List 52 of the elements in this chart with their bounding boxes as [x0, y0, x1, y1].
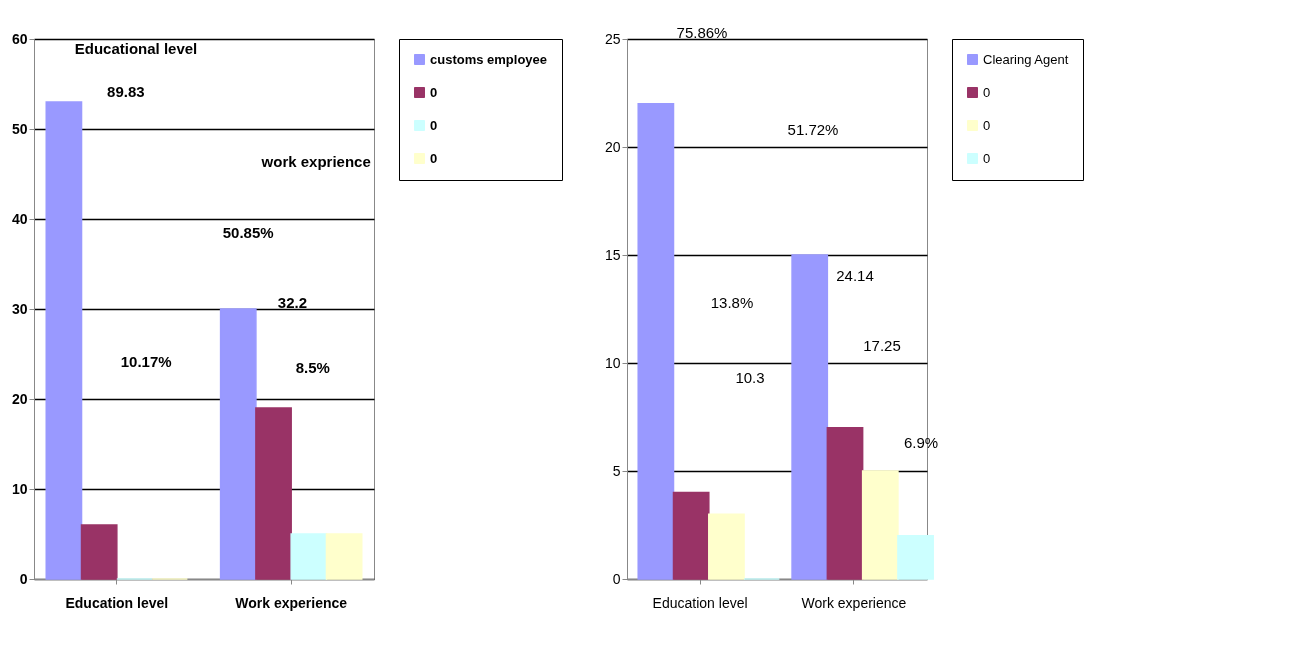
x-tick-label: Work experience	[801, 594, 907, 611]
legend-label: 0	[983, 117, 991, 133]
y-tick-label: 30	[11, 300, 28, 317]
legend-label: 0	[430, 117, 438, 133]
annotation: 75.86%	[676, 23, 728, 41]
annotation: 10.17%	[120, 353, 172, 371]
x-tick-label: Work experience	[235, 594, 348, 611]
y-tick-label: 20	[604, 138, 621, 155]
annotation: 17.25	[863, 337, 901, 354]
legend-label: 0	[430, 84, 438, 100]
annotation: 32.2	[277, 293, 307, 311]
y-tick-label: 60	[11, 30, 28, 47]
legend-label: 0	[983, 150, 991, 166]
legend-label: 0	[430, 150, 438, 166]
bar	[80, 524, 118, 580]
bar	[826, 427, 864, 580]
bar	[290, 533, 328, 580]
annotation: 8.5%	[295, 358, 330, 376]
y-tick-label: 0	[612, 570, 621, 587]
legend-label: 0	[983, 84, 991, 100]
annotation: work exprience	[260, 153, 371, 171]
bar	[255, 407, 292, 580]
y-tick-label: 40	[11, 210, 28, 227]
bar	[791, 254, 829, 580]
y-tick-label: 10	[604, 354, 621, 371]
bar	[708, 513, 745, 580]
y-tick-label: 5	[612, 462, 621, 479]
legend-label: customs employee	[430, 51, 548, 67]
annotation: 13.8%	[710, 293, 754, 311]
y-tick-label: 50	[11, 120, 28, 137]
bar	[219, 308, 257, 580]
annotation: 24.14	[836, 266, 874, 284]
bar	[325, 533, 363, 580]
bar	[45, 101, 83, 580]
legend-label: Clearing Agent	[983, 51, 1069, 67]
annotation: Educational level	[74, 40, 198, 57]
annotation: 89.83	[107, 83, 145, 101]
bar	[861, 470, 899, 580]
y-tick-label: 10	[11, 480, 28, 497]
annotation: 50.85%	[222, 223, 274, 241]
bar	[672, 491, 710, 580]
y-tick-label: 25	[604, 30, 621, 47]
annotation: 6.9%	[903, 434, 939, 452]
x-tick-label: Education level	[65, 594, 169, 611]
bar	[897, 535, 934, 580]
x-tick-label: Education level	[652, 594, 748, 611]
annotation: 10.3	[735, 369, 765, 387]
annotation: 51.72%	[787, 121, 839, 138]
bar	[637, 103, 675, 580]
y-tick-label: 15	[604, 246, 621, 263]
y-tick-label: 0	[19, 570, 28, 587]
y-tick-label: 20	[11, 390, 28, 407]
